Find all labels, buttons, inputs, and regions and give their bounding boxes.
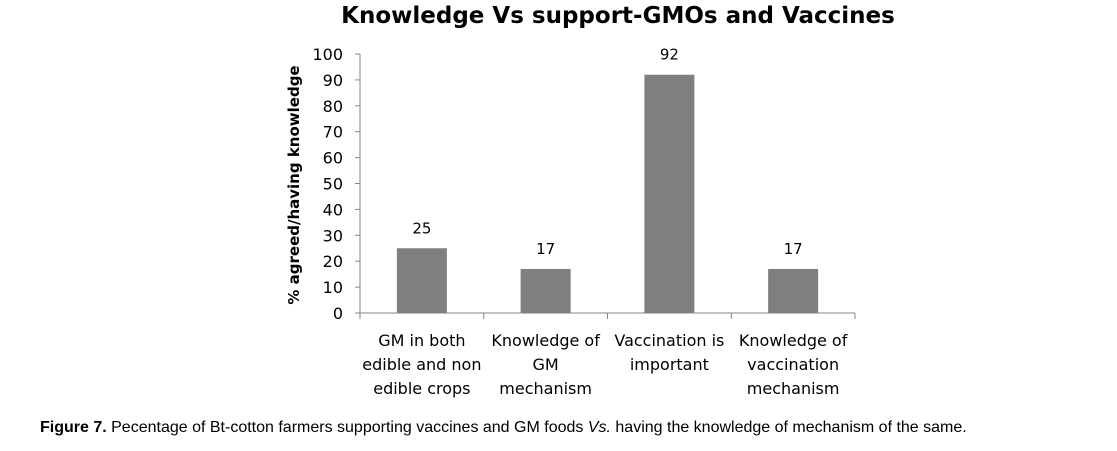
y-axis-label: % agreed/having knowledge (285, 65, 303, 304)
y-tick-label: 90 (323, 71, 343, 90)
y-tick-label: 0 (333, 304, 343, 323)
y-tick-label: 30 (323, 226, 343, 245)
y-tick-label: 100 (312, 45, 343, 64)
caption-vs: Vs. (587, 419, 611, 436)
category-label: Vaccination is (614, 331, 724, 350)
data-labels: 25 17 92 17 (412, 46, 802, 258)
chart: Knowledge Vs support-GMOs and Vaccines %… (285, 3, 895, 398)
caption-text-after: having the knowledge of mechanism of the… (610, 419, 967, 436)
bars (396, 74, 819, 313)
bar (520, 268, 571, 313)
category-label: mechanism (747, 379, 840, 398)
category-label: edible crops (373, 379, 470, 398)
data-label: 17 (536, 240, 555, 258)
y-tick-label: 10 (323, 278, 343, 297)
bar (768, 268, 819, 313)
bar (396, 248, 447, 313)
y-tick-label: 50 (323, 175, 343, 194)
category-label: Knowledge of (739, 331, 848, 350)
y-tick-label: 80 (323, 97, 343, 116)
data-label: 25 (412, 219, 431, 237)
category-label: important (630, 355, 709, 374)
data-label: 17 (784, 240, 803, 258)
y-tick-label: 70 (323, 123, 343, 142)
y-tick-label: 60 (323, 149, 343, 168)
y-tick-label: 40 (323, 200, 343, 219)
data-label: 92 (660, 46, 679, 64)
caption-label: Figure 7. (40, 419, 107, 436)
y-tick-label: 20 (323, 252, 343, 271)
category-label: edible and non (362, 355, 481, 374)
category-labels: GM in both edible and non edible crops Know… (362, 331, 847, 398)
y-ticks: 0 10 20 30 40 50 60 70 80 90 100 (312, 45, 360, 323)
category-label: Knowledge of (491, 331, 600, 350)
chart-title: Knowledge Vs support-GMOs and Vaccines (341, 3, 895, 29)
caption-text-before: Pecentage of Bt-cotton farmers supportin… (106, 419, 588, 436)
category-label: GM (533, 355, 559, 374)
category-label: mechanism (499, 379, 592, 398)
figure-caption: Figure 7. Pecentage of Bt-cotton farmers… (40, 419, 1115, 437)
category-label: GM in both (378, 331, 465, 350)
bar (644, 74, 695, 313)
category-label: vaccination (747, 355, 839, 374)
